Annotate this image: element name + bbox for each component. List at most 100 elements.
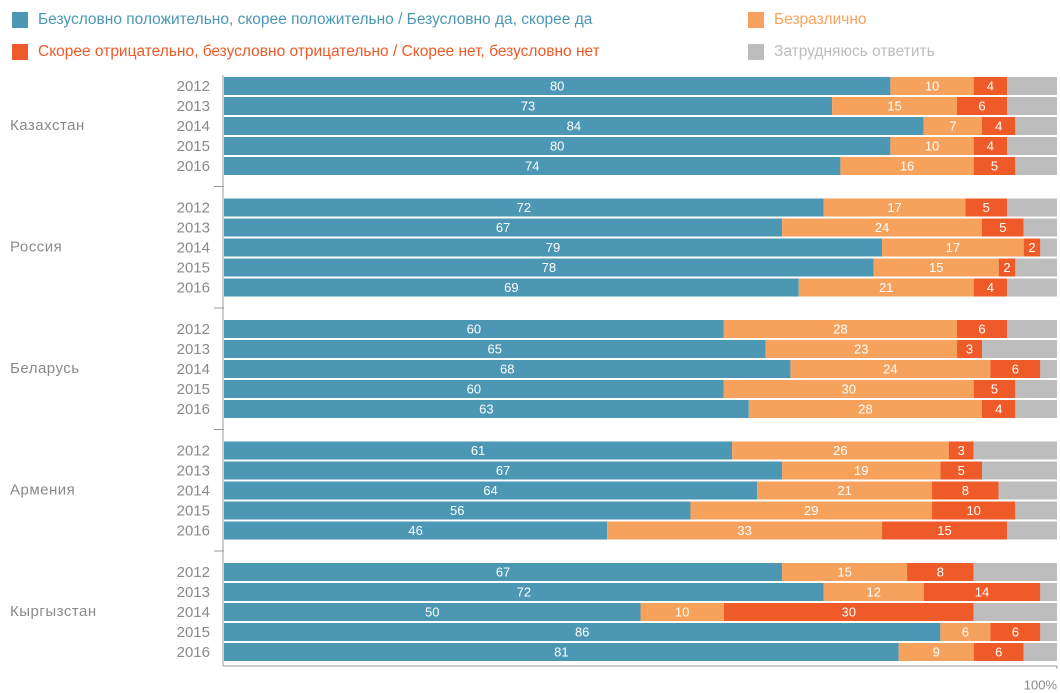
value-label: 5 [991,158,998,173]
bar-segment [832,97,958,115]
value-label: 10 [966,503,980,518]
value-label: 15 [887,98,901,113]
value-label: 67 [496,220,510,235]
value-label: 6 [962,624,969,639]
bar-segment [957,320,1008,338]
legend-label: Затрудняюсь ответить [774,43,935,60]
value-label: 28 [833,321,847,336]
value-label: 6 [978,98,985,113]
value-label: 2 [1003,260,1010,275]
value-label: 4 [987,280,994,295]
bar-segment [998,481,1057,500]
bar-segment [765,340,958,358]
bar-segment [940,623,991,641]
year-label: 2015 [177,138,210,155]
year-label: 2012 [177,442,210,459]
value-label: 6 [978,321,985,336]
bar-segment [1015,117,1057,135]
value-label: 69 [504,280,518,295]
value-label: 15 [937,523,951,538]
bar-segment [932,501,1016,520]
bar-segment [990,360,1041,378]
bar-segment [224,198,824,217]
bar-segment [973,157,1016,175]
value-label: 24 [883,361,897,376]
value-label: 10 [675,604,689,619]
value-label: 63 [479,401,493,416]
bar-segment [823,583,924,601]
bar-segment [640,603,724,621]
value-label: 5 [999,220,1006,235]
bar-segment [973,77,1008,95]
value-label: 23 [854,341,868,356]
group-label: Беларусь [10,360,80,377]
bar-segment [1040,238,1057,257]
value-label: 6 [1012,361,1019,376]
value-label: 16 [900,158,914,173]
bar-segment [1007,137,1057,155]
value-label: 29 [804,503,818,518]
group-label: Казахстан [10,117,85,134]
value-label: 5 [991,381,998,396]
year-label: 2015 [177,259,210,276]
bar-segment [973,603,1057,621]
value-label: 6 [1012,624,1019,639]
bar-segment [224,563,783,581]
bar-segment [224,603,641,621]
bar-segment [224,481,758,500]
value-label: 17 [946,240,960,255]
value-label: 72 [517,200,531,215]
value-label: 64 [483,483,497,498]
bar-segment [973,563,1057,581]
group-label: Кыргызстан [10,603,97,620]
year-label: 2013 [177,98,210,115]
bar-segment [957,97,1008,115]
bar-segment [973,137,1008,155]
bar-segment [1023,238,1041,257]
bar-segment [224,360,791,378]
bar-segment [1015,258,1057,277]
legend-swatch [12,44,28,60]
value-label: 4 [995,401,1002,416]
value-label: 3 [958,443,965,458]
value-label: 80 [550,78,564,93]
year-label: 2014 [177,482,210,499]
bar-segment [882,238,1024,257]
bar-segment [224,340,766,358]
year-label: 2016 [177,279,210,296]
value-label: 4 [995,118,1002,133]
bar-segment [224,278,799,297]
bar-segment [1040,360,1057,378]
value-label: 21 [837,483,851,498]
bar-segment [982,218,1024,237]
x-tick-label: 100% [1024,677,1058,692]
bar-segment [973,278,1008,297]
bar-segment [982,461,1057,480]
value-label: 9 [933,644,940,659]
bar-segment [607,521,883,540]
bar-segment [224,583,824,601]
value-label: 80 [550,138,564,153]
bar-segment [1007,521,1057,540]
bar-segment [982,400,1016,418]
year-label: 2012 [177,78,210,95]
value-label: 12 [867,584,881,599]
year-label: 2012 [177,199,210,216]
value-label: 60 [467,321,481,336]
group-label: Россия [10,238,62,255]
bar-segment [224,501,691,520]
value-label: 7 [949,118,956,133]
value-label: 17 [887,200,901,215]
bar-segment [782,461,941,480]
bar-segment [224,320,724,338]
bar-segment [1040,623,1057,641]
bar-segment [690,501,933,520]
value-label: 15 [837,564,851,579]
legend-swatch [748,12,764,28]
legend-label: Безусловно положительно, скорее положите… [38,11,593,28]
year-label: 2013 [177,341,210,358]
value-label: 3 [966,341,973,356]
bar-segment [224,521,608,540]
value-label: 78 [542,260,556,275]
year-label: 2013 [177,584,210,601]
